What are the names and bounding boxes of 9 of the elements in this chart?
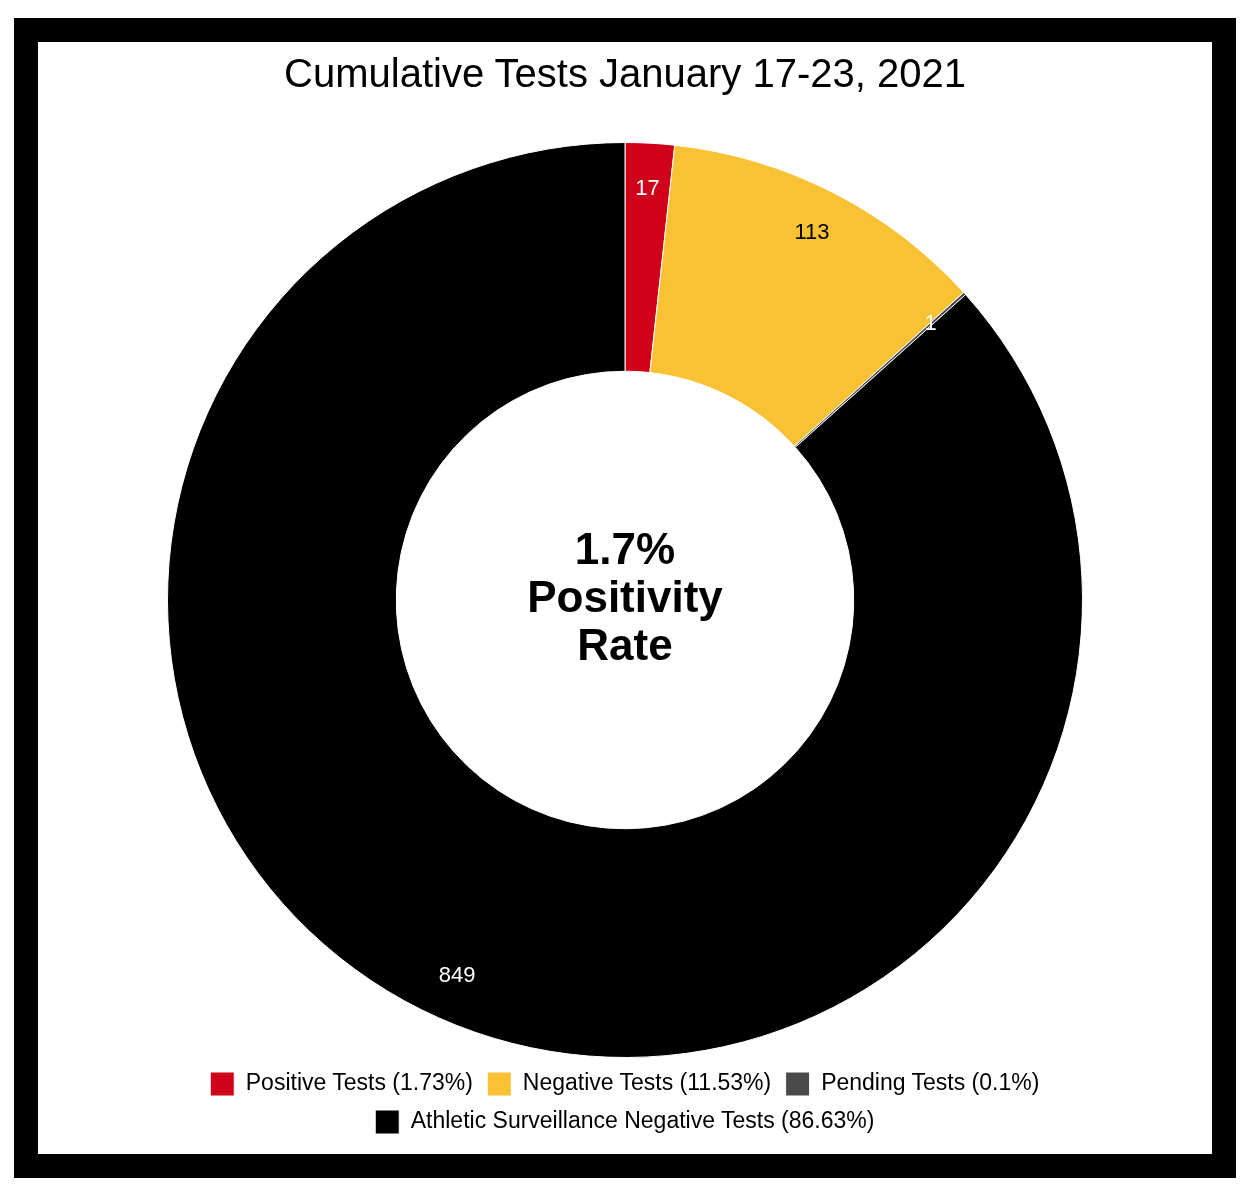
data-label: 849 [438,962,476,988]
legend-label: Negative Tests (11.53%) [522,1069,772,1096]
data-label: 17 [635,174,660,200]
legend-label: Positive Tests (1.73%) [245,1069,473,1096]
legend-label: Athletic Surveillance Negative Tests (86.63%) [410,1107,875,1134]
legend-label: Pending Tests (0.1%) [821,1069,1040,1096]
text: 1.7% Positivity Rate [527,524,724,670]
chart-title: Cumulative Tests January 17-23, 2021 [284,51,966,96]
data-label: 113 [794,219,830,245]
